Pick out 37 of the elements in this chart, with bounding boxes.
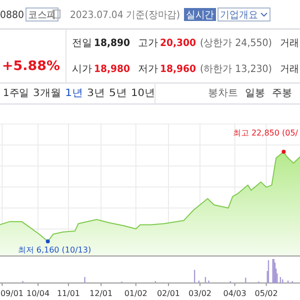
text: 20,300	[160, 38, 199, 49]
text: 코스피	[28, 10, 58, 21]
text: (하한가 13,230)	[200, 64, 276, 75]
text: 10년	[131, 88, 155, 99]
text: 거래	[280, 38, 300, 49]
x-tick-label: 05/02	[254, 289, 278, 298]
x-tick-label: 10/04	[26, 289, 50, 298]
text: 저가	[138, 64, 158, 75]
annotation: 최저 6,160 (10/13)	[18, 245, 92, 254]
x-tick-label: 02/01	[156, 289, 180, 298]
x-tick-label: 01/02	[124, 289, 148, 298]
text: (상한가 24,550)	[200, 38, 276, 49]
text: 고가	[138, 38, 158, 49]
text: 시가	[72, 64, 92, 75]
text: 3년	[87, 88, 105, 99]
text: 3개월	[33, 88, 61, 99]
text: 실시간	[186, 10, 216, 21]
text: 5년	[109, 88, 127, 99]
x-tick-label: 12/01	[90, 289, 113, 298]
x-tick-label: 09/01	[0, 289, 24, 298]
x-tick-label: 04/03	[223, 289, 246, 298]
text: 0880	[0, 10, 26, 21]
text: 1주일	[3, 88, 30, 99]
text: 봉차트	[208, 88, 238, 99]
text: 1년	[65, 88, 83, 99]
annotation: 최고 22,850 (05/	[232, 128, 298, 138]
text: 18,960	[160, 64, 199, 75]
text: 기업개요	[220, 10, 260, 21]
text: 주봉	[272, 88, 292, 99]
text: +5.88%	[2, 59, 60, 74]
text: 18,890	[94, 38, 133, 49]
text: 전일	[72, 38, 92, 49]
text: 일봉	[245, 88, 265, 99]
x-tick-label: 11/01	[56, 289, 80, 298]
text: 거래	[280, 64, 300, 75]
text: 18,980	[94, 64, 133, 75]
x-tick-label: 03/02	[188, 289, 212, 298]
